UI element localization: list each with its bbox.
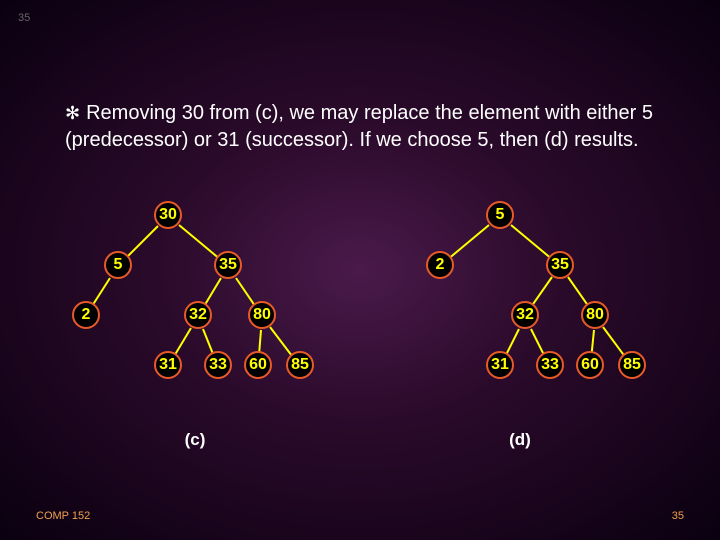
tree-edge — [510, 224, 550, 258]
tree-edge — [204, 277, 221, 304]
tree-edge — [450, 224, 490, 258]
footer-course: COMP 152 — [36, 510, 90, 522]
tree-node: 33 — [536, 351, 564, 379]
tree-node: 80 — [581, 301, 609, 329]
tree-node: 60 — [576, 351, 604, 379]
body-paragraph: ✻Removing 30 from (c), we may replace th… — [65, 100, 680, 154]
tree-node: 31 — [154, 351, 182, 379]
body-text: Removing 30 from (c), we may replace the… — [65, 102, 653, 151]
tree-diagram-area: 305352328031336085(c)5235328031336085(d) — [0, 195, 720, 455]
slide-number-top: 35 — [18, 12, 30, 24]
tree-node: 33 — [204, 351, 232, 379]
tree-edge — [93, 277, 112, 304]
tree-edge — [178, 224, 218, 258]
tree-node: 32 — [511, 301, 539, 329]
tree-node: 60 — [244, 351, 272, 379]
tree-node: 35 — [546, 251, 574, 279]
tree-edge — [603, 327, 625, 356]
tree-edge — [532, 277, 553, 305]
tree-edge — [505, 328, 519, 354]
tree-node: 80 — [248, 301, 276, 329]
footer-page: 35 — [672, 510, 684, 522]
bullet-star-icon: ✻ — [65, 101, 80, 125]
tree-node: 85 — [618, 351, 646, 379]
tree-edge — [127, 225, 159, 257]
tree-node: 85 — [286, 351, 314, 379]
tree-edge — [590, 330, 594, 352]
tree-node: 2 — [72, 301, 100, 329]
tree-edge — [258, 330, 262, 352]
tree-edge — [567, 277, 588, 305]
tree-edge — [530, 328, 544, 354]
tree-node: 35 — [214, 251, 242, 279]
tree-edge — [235, 277, 255, 305]
tree-edge — [270, 327, 293, 356]
tree-node: 30 — [154, 201, 182, 229]
tree-label: (c) — [185, 430, 206, 450]
tree-node: 5 — [486, 201, 514, 229]
tree-node: 2 — [426, 251, 454, 279]
tree-node: 31 — [486, 351, 514, 379]
tree-edge — [174, 327, 191, 354]
tree-edge — [202, 329, 213, 354]
tree-node: 32 — [184, 301, 212, 329]
tree-label: (d) — [509, 430, 531, 450]
tree-node: 5 — [104, 251, 132, 279]
